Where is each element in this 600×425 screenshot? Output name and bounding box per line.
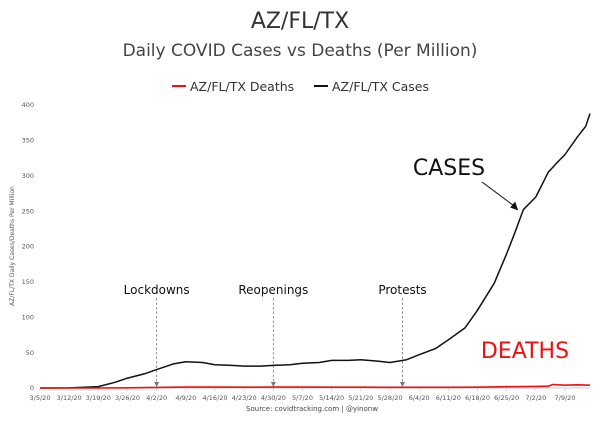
y-tick-label: 400 — [22, 101, 34, 109]
cases-callout-arrowhead — [510, 201, 519, 211]
y-tick-label: 150 — [22, 278, 34, 286]
x-tick-label: 3/19/20 — [86, 394, 111, 402]
x-tick-label: 7/2/20 — [525, 394, 546, 402]
x-tick-label: 3/12/20 — [57, 394, 82, 402]
series-lines — [39, 113, 591, 389]
event-label: Protests — [378, 283, 426, 297]
event-label: Lockdowns — [124, 283, 190, 297]
x-tick-label: 6/25/20 — [494, 394, 519, 402]
y-tick-label: 100 — [22, 313, 34, 321]
x-tick-label: 5/28/20 — [377, 394, 402, 402]
x-tick-label: 4/16/20 — [202, 394, 227, 402]
x-tick-label: 3/26/20 — [115, 394, 140, 402]
cases-callout-arrow — [481, 181, 517, 208]
y-tick-label: 250 — [22, 207, 34, 215]
x-axis-ticks: 3/5/20 3/12/20 3/19/20 3/26/20 4/2/20 4/9/20 4… — [30, 388, 576, 402]
x-tick-label: 5/7/20 — [292, 394, 313, 402]
x-tick-label: 5/21/20 — [348, 394, 373, 402]
x-tick-label: 6/11/20 — [436, 394, 461, 402]
y-tick-label: 350 — [22, 137, 34, 145]
deaths-callout-label: DEATHS — [481, 339, 569, 364]
deaths-series-line — [40, 383, 591, 389]
source-note: Source: covidtracking.com | @yinonw — [246, 405, 378, 413]
x-tick-label: 4/30/20 — [261, 394, 286, 402]
event-marker-arrowhead — [270, 382, 276, 387]
y-tick-label: 50 — [26, 349, 34, 357]
event-marker-arrowhead — [154, 382, 160, 387]
x-tick-label: 5/14/20 — [319, 394, 344, 402]
legend: AZ/FL/TX Deaths AZ/FL/TX Cases — [172, 79, 429, 94]
y-tick-label: 300 — [22, 172, 34, 180]
chart-title: AZ/FL/TX — [251, 9, 349, 34]
annotations: Lockdowns Reopenings Protests CASES DEATHS — [124, 156, 569, 387]
event-marker-arrowhead — [400, 382, 405, 387]
y-axis-ticks: 0 50 100 150 200 250 300 350 400 — [22, 101, 34, 392]
event-label: Reopenings — [238, 283, 308, 297]
x-tick-label: 6/4/20 — [409, 394, 430, 402]
y-axis-title: AZ/FL/TX Daily Cases/Deaths Per Million — [9, 186, 16, 306]
cases-series-line — [39, 113, 591, 389]
cases-callout-label: CASES — [413, 156, 485, 181]
legend-deaths-label: AZ/FL/TX Deaths — [190, 79, 294, 94]
x-tick-label: 7/9/20 — [555, 394, 576, 402]
x-tick-label: 4/23/20 — [232, 394, 257, 402]
y-tick-label: 200 — [22, 243, 34, 251]
x-tick-label: 4/9/20 — [175, 394, 196, 402]
x-tick-label: 3/5/20 — [30, 394, 51, 402]
chart-subtitle: Daily COVID Cases vs Deaths (Per Million… — [123, 41, 478, 61]
legend-cases-label: AZ/FL/TX Cases — [332, 79, 429, 94]
y-tick-label: 0 — [30, 384, 34, 392]
x-tick-label: 4/2/20 — [146, 394, 167, 402]
x-tick-label: 6/18/20 — [465, 394, 490, 402]
